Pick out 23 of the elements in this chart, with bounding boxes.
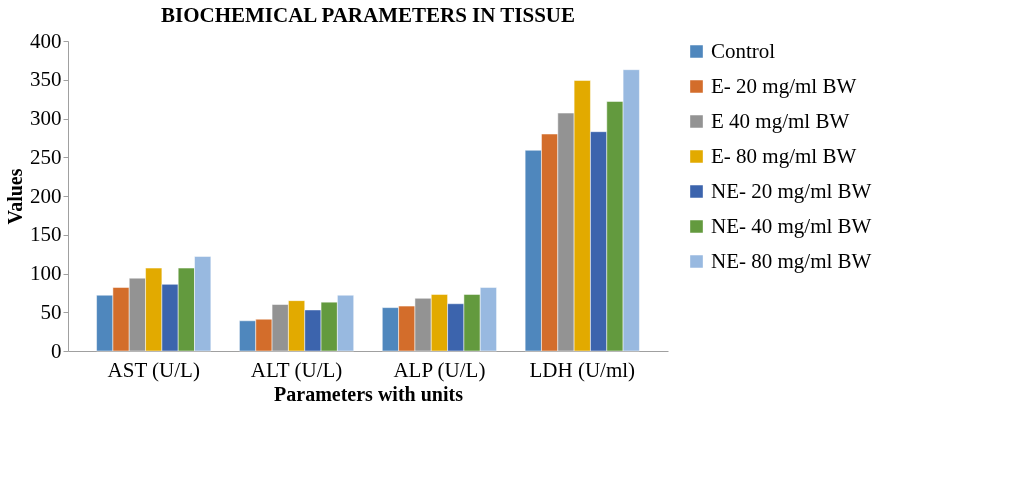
y-tick-label: 350	[30, 67, 62, 92]
x-tick-label: ALP (U/L)	[393, 357, 486, 382]
legend-label: Control	[711, 38, 776, 63]
legend-label: NE- 80 mg/ml BW	[711, 248, 872, 273]
legend-label: NE- 40 mg/ml BW	[711, 213, 872, 238]
x-tick-label: LDH (U/ml)	[529, 357, 636, 382]
y-tick-label: 0	[51, 338, 62, 363]
legend-label: E- 80 mg/ml BW	[711, 143, 857, 168]
y-tick-label: 250	[30, 144, 62, 169]
y-tick-label: 100	[30, 261, 62, 285]
legend-label: NE- 20 mg/ml BW	[711, 178, 872, 203]
legend-label: E 40 mg/ml BW	[711, 108, 850, 133]
x-axis-title: Parameters with units	[274, 382, 464, 405]
y-tick-label: 200	[30, 183, 62, 208]
x-tick-label: ALT (U/L)	[250, 357, 343, 382]
y-tick-label: 50	[40, 299, 62, 324]
legend-label: E- 20 mg/ml BW	[711, 73, 857, 98]
y-tick-label: 300	[30, 106, 62, 130]
y-tick-label: 400	[30, 28, 62, 53]
chart-title: BIOCHEMICAL PARAMETERS IN TISSUE	[160, 3, 576, 27]
y-axis-title: Values	[4, 168, 26, 225]
x-tick-label: AST (U/L)	[107, 357, 200, 382]
y-tick-label: 150	[30, 222, 62, 247]
